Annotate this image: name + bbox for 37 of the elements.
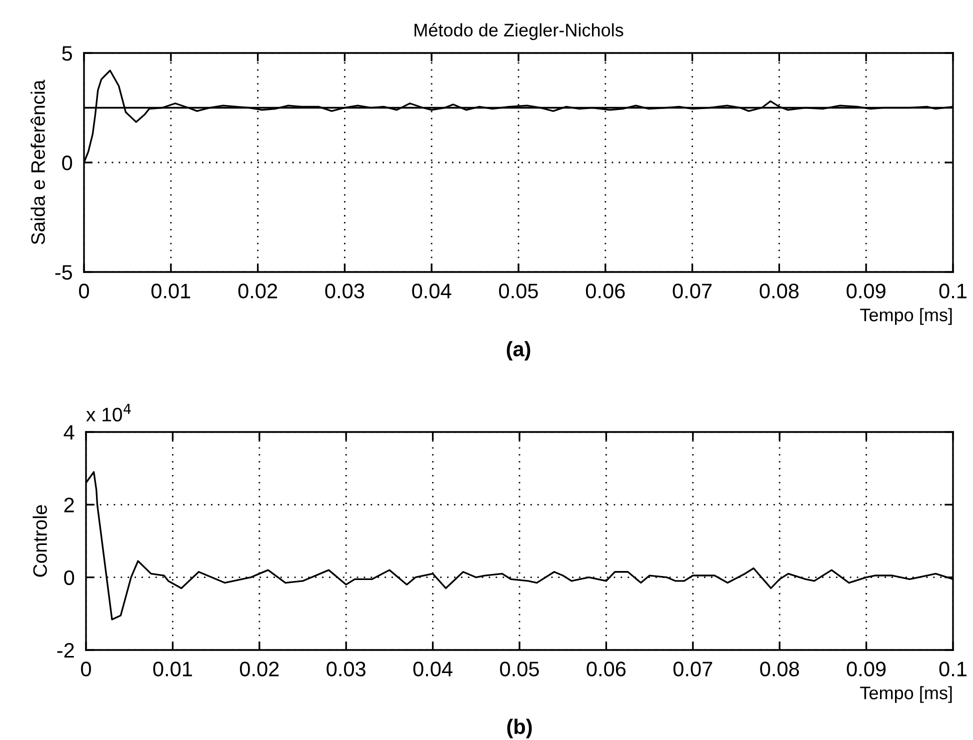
x-tick-label: 0.08 bbox=[760, 284, 799, 298]
x-tick-label: 0.07 bbox=[672, 284, 712, 298]
x-tick-label: 0.09 bbox=[846, 662, 886, 676]
x-tick-label: 0.1 bbox=[939, 284, 966, 298]
text: (a) bbox=[506, 341, 530, 361]
x-tick-label: 0.03 bbox=[326, 662, 366, 676]
x-tick-label: 0.06 bbox=[586, 662, 626, 676]
x-tick-label: 0.04 bbox=[413, 662, 452, 676]
x-tick-label: 0.09 bbox=[846, 284, 886, 298]
x-tick-label: 0.08 bbox=[760, 662, 799, 676]
x-tick-label: 0.02 bbox=[238, 284, 278, 298]
x-tick-label: 0.05 bbox=[500, 662, 539, 676]
x-tick-label: 0.04 bbox=[412, 284, 452, 298]
chart-title: Método de Ziegler-Nichols bbox=[414, 23, 624, 40]
y-tick-label: 2 bbox=[64, 498, 74, 512]
x-tick-label: 0.02 bbox=[240, 662, 279, 676]
y-tick-label: 5 bbox=[62, 46, 72, 61]
x-tick-label: 0.06 bbox=[586, 284, 625, 298]
y-axis-title: Controle bbox=[32, 505, 47, 577]
text: x 10$^{4}$ bbox=[86, 404, 131, 422]
x-tick-label: 0.01 bbox=[151, 284, 190, 298]
x-tick-label: 0 bbox=[81, 662, 91, 676]
y-axis-title: Saida e Referência bbox=[30, 80, 45, 244]
y-tick-label: -5 bbox=[55, 265, 72, 280]
y-tick-label: 0 bbox=[62, 156, 72, 170]
x-tick-label: 0.03 bbox=[325, 284, 364, 298]
x-tick-label: 0.07 bbox=[673, 662, 712, 676]
y-tick-label: -2 bbox=[57, 643, 74, 658]
y-tick-label: 4 bbox=[64, 425, 74, 440]
x-axis-title: Tempo [ms] bbox=[860, 686, 952, 703]
x-axis-title: Tempo [ms] bbox=[860, 308, 952, 325]
x-tick-label: 0 bbox=[79, 284, 89, 298]
x-tick-label: 0.01 bbox=[153, 662, 192, 676]
x-tick-label: 0.05 bbox=[499, 284, 538, 298]
x-tick-label: 0.1 bbox=[939, 662, 966, 676]
text: (b) bbox=[507, 718, 532, 738]
y-tick-label: 0 bbox=[64, 570, 74, 586]
